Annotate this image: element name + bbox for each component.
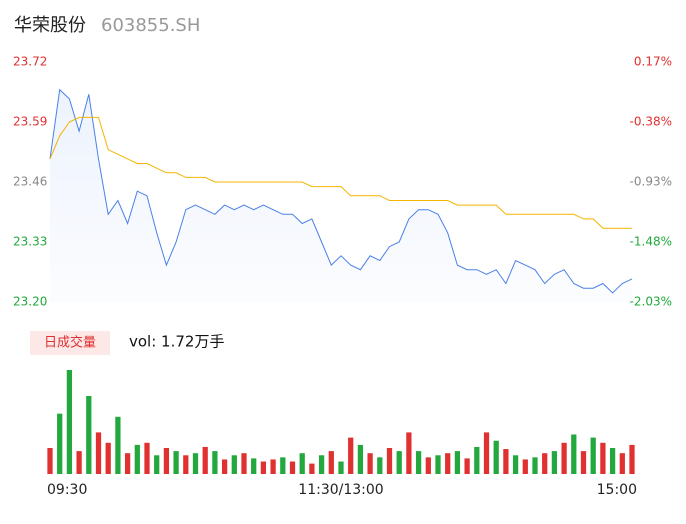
volume-bar (202, 446, 208, 474)
volume-bar (173, 451, 179, 474)
y-tick-label: 23.33 (13, 235, 47, 249)
volume-bar (445, 453, 451, 474)
volume-bar (318, 455, 325, 474)
volume-bar (309, 463, 315, 474)
volume-bar (561, 442, 567, 474)
stock-name: 华荣股份 (14, 15, 86, 36)
volume-bar (57, 413, 63, 474)
volume-bar (328, 451, 334, 474)
volume-bar (47, 448, 53, 474)
y2-tick-label: 0.17% (634, 55, 672, 69)
price-line (49, 88, 633, 294)
volume-bar (503, 449, 509, 474)
volume-bar (425, 457, 431, 474)
volume-bar (134, 444, 140, 474)
volume-bar (396, 451, 402, 474)
volume-bar (338, 461, 344, 474)
volume-bar (212, 451, 218, 474)
volume-bar (260, 461, 267, 474)
volume-bar (115, 416, 121, 474)
volume-bar (251, 458, 257, 474)
volume-bar (571, 434, 577, 474)
stock-code: 603855.SH (101, 15, 200, 36)
volume-bar (464, 458, 470, 474)
x-tick-label: 09:30 (47, 482, 87, 498)
volume-tab[interactable] (30, 331, 110, 355)
volume-bar (629, 444, 635, 474)
volume-bar (551, 451, 558, 474)
volume-bar (367, 453, 373, 474)
volume-bar (493, 440, 499, 474)
volume-bar (542, 453, 548, 474)
y-tick-label: 23.46 (13, 175, 47, 189)
volume-bar (406, 432, 412, 474)
volume-bar (348, 437, 354, 474)
volume-tab-label[interactable]: 日成交量 (44, 335, 96, 351)
y2-tick-label: -2.03% (630, 295, 672, 309)
volume-bar (270, 459, 276, 474)
volume-total: vol: 1.72万手 (129, 333, 224, 351)
volume-bar (386, 448, 393, 474)
y-tick-label: 23.72 (13, 55, 47, 69)
volume-bar (609, 448, 616, 474)
price-area (50, 89, 632, 302)
x-tick-label: 15:00 (597, 482, 637, 498)
volume-bar (600, 442, 606, 474)
y2-tick-label: -1.48% (630, 235, 672, 249)
volume-bar (483, 432, 490, 474)
volume-bar (183, 455, 189, 474)
volume-bar (580, 451, 587, 474)
volume-bar (280, 457, 286, 474)
volume-bar (357, 444, 364, 474)
volume-bar (241, 453, 247, 474)
volume-bar (289, 461, 296, 474)
volume-bar (590, 437, 596, 474)
volume-bar (377, 457, 383, 474)
volume-bar (522, 459, 528, 474)
volume-bar (86, 396, 92, 474)
y2-tick-label: -0.93% (630, 175, 672, 189)
volume-bar (231, 455, 237, 474)
volume-bar (454, 451, 461, 474)
volume-bar (619, 453, 625, 474)
volume-bar (95, 432, 102, 474)
y-tick-label: 23.20 (13, 295, 47, 309)
volume-bar (66, 370, 73, 474)
volume-bar (474, 446, 480, 474)
y2-tick-label: -0.38% (630, 115, 672, 129)
y-tick-label: 23.59 (13, 115, 47, 129)
volume-bar (299, 453, 305, 474)
volume-bar (415, 451, 422, 474)
volume-bar (154, 455, 160, 474)
volume-bar (105, 442, 111, 474)
volume-bar (532, 457, 538, 474)
x-tick-label: 11:30/13:00 (298, 482, 383, 498)
volume-bar (76, 451, 82, 474)
volume-bar (512, 455, 519, 474)
volume-bar (124, 453, 131, 474)
volume-bar (221, 459, 228, 474)
average-line (49, 116, 632, 229)
volume-bar (144, 442, 150, 474)
volume-bar (435, 455, 441, 474)
volume-bar (163, 448, 170, 474)
volume-bar (192, 453, 199, 474)
